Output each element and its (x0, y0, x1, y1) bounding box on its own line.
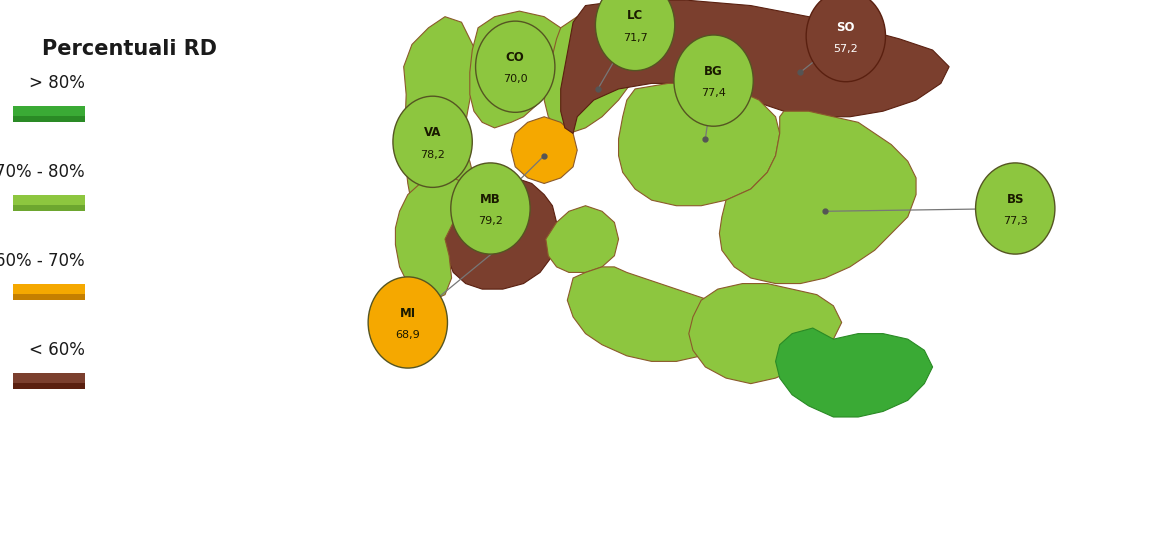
Text: Percentuali RD: Percentuali RD (42, 39, 218, 59)
Text: MI: MI (399, 307, 416, 320)
Text: 70% - 80%: 70% - 80% (0, 163, 85, 181)
PathPatch shape (689, 284, 842, 384)
Bar (13, 195, 85, 205)
PathPatch shape (445, 178, 556, 289)
Text: 77,4: 77,4 (701, 88, 726, 98)
PathPatch shape (396, 178, 474, 300)
Text: VA: VA (424, 126, 441, 139)
Text: BG: BG (704, 65, 723, 78)
Bar (13, 195, 85, 211)
PathPatch shape (561, 0, 949, 133)
PathPatch shape (719, 111, 916, 284)
PathPatch shape (470, 11, 569, 128)
Ellipse shape (368, 277, 447, 368)
Ellipse shape (596, 0, 675, 71)
PathPatch shape (775, 328, 932, 417)
PathPatch shape (618, 83, 780, 206)
Text: > 80%: > 80% (29, 74, 85, 92)
Bar (13, 106, 85, 117)
Text: MB: MB (480, 193, 501, 206)
PathPatch shape (511, 117, 577, 183)
Text: BS: BS (1007, 193, 1024, 206)
Ellipse shape (450, 163, 530, 254)
Text: 68,9: 68,9 (396, 330, 420, 340)
Bar (13, 284, 85, 295)
Bar (13, 373, 85, 389)
PathPatch shape (404, 17, 478, 239)
Text: < 60%: < 60% (29, 341, 85, 359)
Ellipse shape (807, 0, 886, 82)
Ellipse shape (393, 96, 473, 187)
Text: 77,3: 77,3 (1003, 216, 1028, 226)
Text: LC: LC (627, 9, 644, 22)
Text: 60% - 70%: 60% - 70% (0, 252, 85, 270)
Text: 71,7: 71,7 (623, 33, 647, 43)
Bar (13, 106, 85, 122)
Bar (13, 284, 85, 300)
PathPatch shape (546, 206, 618, 272)
Ellipse shape (476, 21, 555, 112)
Text: 70,0: 70,0 (503, 75, 527, 85)
Ellipse shape (975, 163, 1055, 254)
Text: 79,2: 79,2 (478, 216, 503, 226)
PathPatch shape (567, 267, 734, 361)
Ellipse shape (674, 35, 753, 126)
Text: SO: SO (837, 21, 856, 33)
Text: CO: CO (506, 51, 525, 64)
PathPatch shape (545, 11, 636, 133)
Bar (13, 373, 85, 384)
Text: 78,2: 78,2 (420, 150, 445, 160)
Text: 57,2: 57,2 (833, 44, 858, 54)
